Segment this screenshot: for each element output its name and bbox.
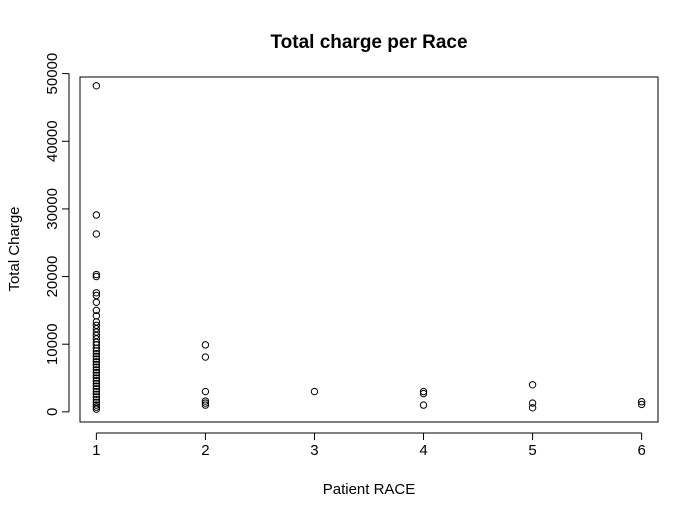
data-point — [637, 400, 646, 409]
x-tick-label: 1 — [92, 442, 100, 459]
data-point — [201, 401, 210, 409]
x-tick-label: 4 — [419, 442, 427, 459]
data-point — [92, 360, 101, 369]
data-point — [92, 298, 101, 306]
data-point — [92, 403, 101, 411]
data-point — [528, 381, 537, 389]
data-point — [92, 401, 101, 409]
data-point — [92, 355, 101, 363]
data-point — [92, 306, 101, 315]
data-point — [92, 82, 101, 90]
data-point — [92, 349, 101, 358]
data-point — [92, 379, 101, 388]
data-point — [92, 366, 101, 374]
data-point — [92, 374, 101, 382]
data-point — [92, 358, 101, 366]
y-tick-label: 50000 — [44, 53, 61, 95]
data-point — [92, 395, 101, 404]
data-point — [92, 368, 101, 377]
data-point — [419, 387, 428, 396]
plot-frame — [79, 76, 659, 423]
y-axis-label: Total Charge — [6, 206, 23, 291]
data-point — [419, 401, 428, 409]
data-point — [528, 399, 537, 407]
data-point — [92, 382, 101, 390]
y-tick-label: 30000 — [44, 188, 61, 230]
data-point — [201, 341, 210, 349]
data-point — [92, 363, 101, 371]
data-point — [92, 347, 101, 355]
data-point — [201, 399, 210, 407]
data-point — [92, 387, 101, 396]
y-axis: 0 10000 20000 30000 40000 50000 — [44, 53, 70, 416]
x-tick-label: 2 — [201, 442, 209, 459]
x-tick-label: 5 — [528, 442, 536, 459]
data-point — [92, 352, 101, 361]
x-tick-label: 3 — [310, 442, 318, 459]
data-point — [92, 211, 101, 219]
x-axis: 1 2 3 4 5 6 — [92, 432, 646, 459]
data-point — [92, 230, 101, 238]
data-point — [92, 272, 101, 281]
x-axis-label: Patient RACE — [323, 481, 416, 498]
data-point — [201, 353, 210, 361]
data-point — [92, 393, 101, 401]
data-point — [528, 404, 537, 412]
data-point — [92, 270, 101, 279]
y-tick-label: 40000 — [44, 120, 61, 162]
data-point — [201, 397, 210, 405]
data-point — [637, 398, 646, 406]
y-tick-label: 0 — [44, 408, 61, 416]
data-point — [92, 371, 101, 380]
data-point — [92, 390, 101, 398]
y-tick-label: 20000 — [44, 256, 61, 298]
data-point — [92, 377, 101, 385]
data-point — [92, 289, 101, 297]
x-tick-label: 6 — [637, 442, 645, 459]
data-point — [92, 405, 101, 413]
chart-title: Total charge per Race — [270, 32, 467, 53]
data-point — [201, 387, 210, 396]
data-point — [92, 385, 101, 393]
data-point — [419, 389, 428, 398]
data-point — [310, 387, 319, 396]
data-points — [92, 82, 646, 413]
data-point — [92, 344, 101, 352]
y-tick-label: 10000 — [44, 323, 61, 365]
